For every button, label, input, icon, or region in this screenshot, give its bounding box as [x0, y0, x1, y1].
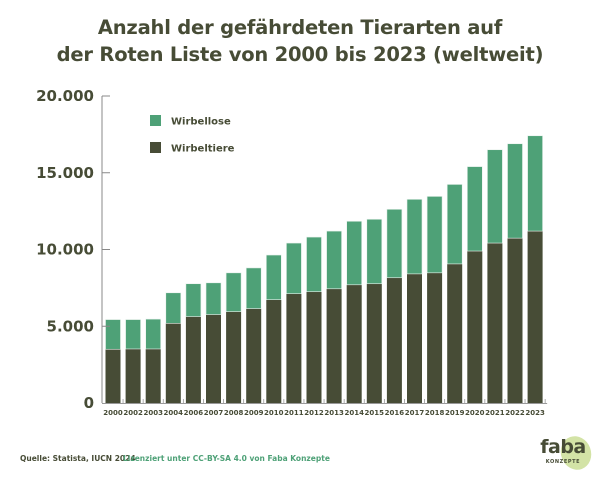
bar-wirbellose-2019 [446, 184, 463, 265]
x-tick-label-2009: 2009 [244, 409, 264, 417]
bar-wirbellose-2020 [466, 166, 483, 252]
bar-wirbellose-2018 [426, 196, 443, 274]
legend-swatch-wirbeltiere [150, 142, 161, 153]
bar-wirbeltiere-2023 [527, 231, 543, 403]
x-tick-label-2014: 2014 [344, 409, 364, 417]
bar-wirbeltiere-2003 [145, 348, 161, 403]
bar-wirbeltiere-2004 [165, 323, 181, 403]
bar-wirbeltiere-2012 [306, 291, 322, 403]
y-tick-label-10000: 10.000 [36, 241, 94, 259]
bar-wirbellose-2007 [205, 282, 222, 315]
bar-wirbeltiere-2009 [246, 308, 262, 403]
bar-wirbellose-2002 [125, 319, 141, 350]
x-tick-label-2010: 2010 [264, 409, 284, 417]
legend-label-wirbellose: Wirbellose [171, 117, 231, 128]
y-tick-label-20000: 20.000 [36, 87, 94, 105]
bar-wirbellose-2021 [487, 149, 503, 244]
x-tick-label-2011: 2011 [284, 409, 304, 417]
bar-wirbeltiere-2017 [407, 273, 422, 403]
bar-wirbeltiere-2021 [487, 243, 503, 403]
y-tick-label-5000: 5.000 [47, 317, 94, 335]
x-tick-label-2022: 2022 [505, 409, 525, 417]
license-link[interactable]: Lizenziert unter CC-BY-SA 4.0 von Faba K… [123, 454, 330, 463]
axes-group: 2000 2002 2003 2004 2006 2007 2008 2009 2010 2011… [36, 87, 548, 417]
bar-wirbeltiere-2007 [206, 314, 221, 403]
bar-wirbeltiere-2015 [366, 283, 382, 403]
logo-subtitle: KONZEPTE [545, 459, 581, 465]
x-tick-label-2007: 2007 [204, 409, 224, 417]
legend-swatch-wirbellose [150, 115, 161, 126]
y-tick-label-0: 0 [84, 394, 94, 412]
bar-wirbeltiere-2014 [346, 284, 362, 403]
bar-wirbellose-2006 [185, 283, 202, 317]
legend: Wirbellose Wirbeltiere [150, 115, 235, 155]
x-tick-label-2015: 2015 [365, 409, 385, 417]
bar-wirbellose-2011 [286, 242, 302, 295]
x-tick-label-2008: 2008 [224, 409, 244, 417]
legend-label-wirbeltiere: Wirbeltiere [171, 144, 235, 155]
x-tick-label-2023: 2023 [525, 409, 545, 417]
bar-wirbellose-2012 [306, 236, 322, 293]
x-tick-label-2017: 2017 [405, 409, 425, 417]
bar-wirbeltiere-2010 [266, 299, 282, 403]
bar-wirbeltiere-2016 [386, 277, 402, 403]
x-tick-label-2020: 2020 [465, 409, 485, 417]
bar-wirbellose-2017 [406, 199, 423, 275]
x-tick-label-2016: 2016 [385, 409, 405, 417]
bars-group [105, 135, 543, 403]
bar-wirbeltiere-2002 [125, 348, 141, 403]
bar-wirbeltiere-2011 [286, 293, 302, 403]
x-tick-label-2012: 2012 [304, 409, 324, 417]
logo-wordmark: faba [540, 436, 586, 458]
bar-wirbeltiere-2000 [105, 349, 121, 403]
faba-logo: faba KONZEPTE [535, 431, 596, 475]
bar-wirbeltiere-2006 [185, 316, 201, 403]
y-tick-label-15000: 15.000 [36, 164, 94, 182]
x-tick-label-2000: 2000 [103, 409, 123, 417]
bar-wirbeltiere-2022 [507, 238, 523, 403]
bar-wirbeltiere-2008 [226, 311, 242, 403]
stacked-bar-chart: 2000 2002 2003 2004 2006 2007 2008 2009 2010 2011… [36, 87, 548, 417]
bar-wirbeltiere-2019 [447, 263, 463, 403]
x-tick-label-2018: 2018 [425, 409, 445, 417]
bar-wirbeltiere-2020 [467, 251, 483, 403]
bar-wirbellose-2009 [245, 267, 262, 309]
bar-wirbellose-2015 [366, 218, 383, 285]
bar-wirbellose-2016 [386, 208, 403, 279]
bar-wirbellose-2022 [507, 143, 523, 239]
x-tick-label-2002: 2002 [123, 409, 143, 417]
bar-wirbellose-2004 [165, 292, 182, 324]
chart-title-line-1: Anzahl der gefährdeten Tierarten auf [97, 16, 503, 39]
bar-wirbellose-2013 [326, 230, 342, 290]
chart-title-line-2: der Roten Liste von 2000 bis 2023 (weltw… [56, 43, 544, 66]
bar-wirbellose-2010 [265, 254, 282, 300]
bar-wirbellose-2014 [346, 220, 363, 286]
x-tick-label-2013: 2013 [324, 409, 344, 417]
chart-title: Anzahl der gefährdeten Tierarten auf der… [0, 14, 600, 68]
bar-wirbellose-2000 [105, 319, 121, 350]
bar-wirbellose-2003 [145, 318, 161, 350]
x-tick-label-2006: 2006 [184, 409, 204, 417]
bar-wirbeltiere-2013 [326, 288, 342, 403]
x-tick-label-2003: 2003 [143, 409, 163, 417]
x-tick-label-2021: 2021 [485, 409, 505, 417]
x-tick-label-2004: 2004 [164, 409, 184, 417]
bar-wirbeltiere-2018 [427, 272, 443, 403]
bar-wirbellose-2008 [225, 272, 242, 312]
x-tick-label-2019: 2019 [445, 409, 465, 417]
bar-wirbellose-2023 [527, 135, 543, 232]
source-note: Quelle: Statista, IUCN 2024 [20, 454, 136, 463]
